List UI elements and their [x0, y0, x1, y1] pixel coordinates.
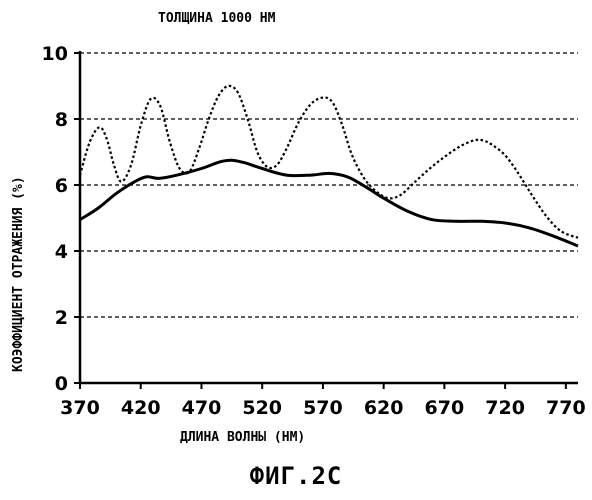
y-tick-label-2: 2 — [55, 307, 68, 329]
y-tick-label-8: 8 — [55, 109, 68, 131]
x-tick-label-470: 470 — [182, 397, 222, 419]
reflectance-chart: ТОЛЩИНА 1000 НМ 370420470520570620670720… — [0, 0, 592, 460]
axes — [74, 51, 578, 389]
y-tick-label-6: 6 — [55, 175, 68, 197]
x-tick-label-770: 770 — [546, 397, 586, 419]
y-tick-label-0: 0 — [55, 373, 68, 395]
x-tick-label-670: 670 — [425, 397, 465, 419]
gridlines — [80, 53, 578, 317]
chart-title: ТОЛЩИНА 1000 НМ — [158, 11, 276, 26]
x-tick-label-570: 570 — [303, 397, 343, 419]
x-axis-label: ДЛИНА ВОЛНЫ (НМ) — [180, 430, 305, 445]
figure-caption: ФИГ.2С — [0, 462, 592, 490]
x-tick-labels: 370 420 470 520 570 620 670 720 770 — [60, 397, 586, 419]
x-tick-label-370: 370 — [60, 397, 100, 419]
x-tick-label-620: 620 — [364, 397, 404, 419]
x-tick-label-420: 420 — [121, 397, 161, 419]
data-series — [80, 86, 578, 246]
x-tick-label-720: 720 — [485, 397, 525, 419]
x-tick-label-520: 520 — [242, 397, 282, 419]
y-tick-label-4: 4 — [55, 241, 68, 263]
y-tick-labels: 0 2 4 6 8 10 — [42, 43, 68, 395]
series-line-dotted — [80, 86, 578, 238]
y-tick-label-10: 10 — [42, 43, 68, 65]
series-line-solid — [80, 160, 578, 246]
y-axis-label: КОЭФФИЦИЕНТ ОТРАЖЕНИЯ (%) — [11, 176, 26, 372]
